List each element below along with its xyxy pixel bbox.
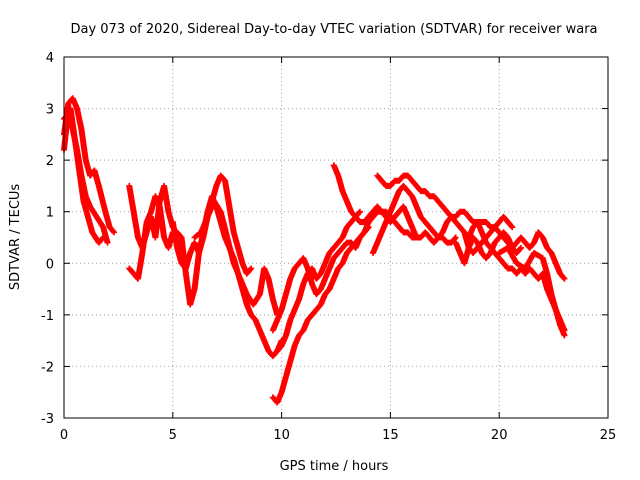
y-tick-label: -2 [41, 360, 54, 375]
x-tick-label: 5 [169, 428, 177, 443]
series-pass16 [461, 219, 568, 334]
y-tick-label: -1 [41, 309, 54, 324]
series-markers [452, 229, 568, 282]
data-points [61, 95, 568, 406]
series-markers [461, 219, 568, 334]
y-tick-label: 0 [46, 257, 54, 272]
series-pass15 [452, 229, 568, 282]
plot-frame [63, 56, 609, 419]
series-pass5 [126, 182, 176, 251]
x-tick-label: 20 [491, 428, 508, 443]
series-pass17 [496, 244, 568, 339]
x-tick-label: 15 [382, 428, 399, 443]
y-tick-label: 1 [46, 206, 54, 221]
y-tick-label: 3 [46, 103, 54, 118]
chart-title: Day 073 of 2020, Sidereal Day-to-day VTE… [70, 22, 597, 37]
x-tick-label: 10 [273, 428, 290, 443]
x-tick-label: 0 [60, 428, 68, 443]
series-pass8 [191, 198, 281, 318]
y-axis-label: SDTVAR / TECUs [8, 184, 23, 291]
x-tick-label: 25 [600, 428, 617, 443]
series-markers [126, 182, 176, 251]
series-markers [496, 244, 568, 339]
y-tick-label: 2 [46, 154, 54, 169]
x-axis-label: GPS time / hours [280, 459, 389, 474]
grid [64, 57, 608, 418]
y-tick-label: -3 [41, 412, 54, 427]
series-markers [191, 198, 281, 318]
y-tick-label: 4 [46, 51, 54, 66]
